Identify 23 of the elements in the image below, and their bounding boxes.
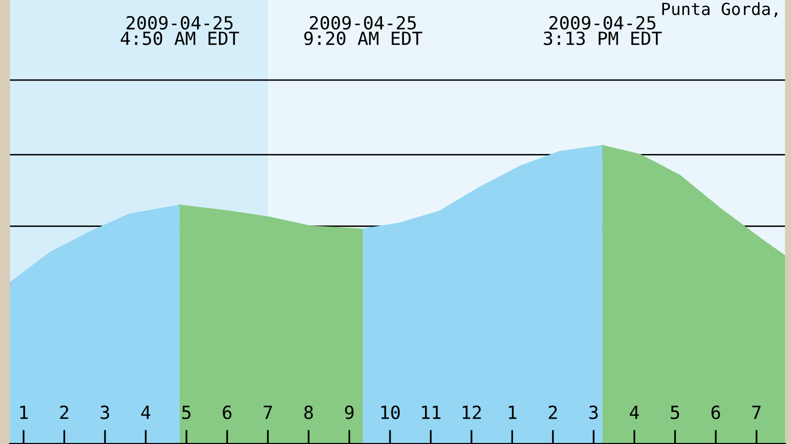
x-tick-label: 3 [100, 406, 110, 420]
text: Punta Gorda, [662, 2, 778, 18]
x-tick-label: 6 [712, 406, 720, 420]
x-tick-label: 1 [20, 406, 28, 419]
x-tick-label: 11 [422, 406, 440, 419]
text: 2009-04-25 3:13 PM EDT [544, 16, 662, 46]
text: 2009-04-25 4:50 AM EDT [120, 16, 240, 46]
x-tick-label: 9 [345, 406, 354, 420]
x-tick-label: 1 [508, 406, 516, 419]
x-tick-label: 12 [462, 406, 481, 419]
x-tick-label: 5 [182, 406, 190, 420]
text: 2009-04-25 9:20 AM EDT [304, 16, 422, 46]
x-tick-label: 10 [381, 406, 400, 420]
x-tick-label: 8 [304, 406, 313, 420]
x-tick-label: 6 [222, 406, 232, 420]
x-tick-label: 7 [264, 406, 272, 419]
x-tick-label: 7 [752, 406, 761, 419]
x-tick-label: 4 [141, 406, 150, 419]
x-tick-label: 2 [548, 406, 557, 419]
x-tick-label: 5 [670, 406, 680, 420]
x-tick-label: 2 [60, 406, 68, 419]
x-tick-label: 4 [630, 406, 639, 419]
x-tick-label: 3 [589, 406, 598, 420]
